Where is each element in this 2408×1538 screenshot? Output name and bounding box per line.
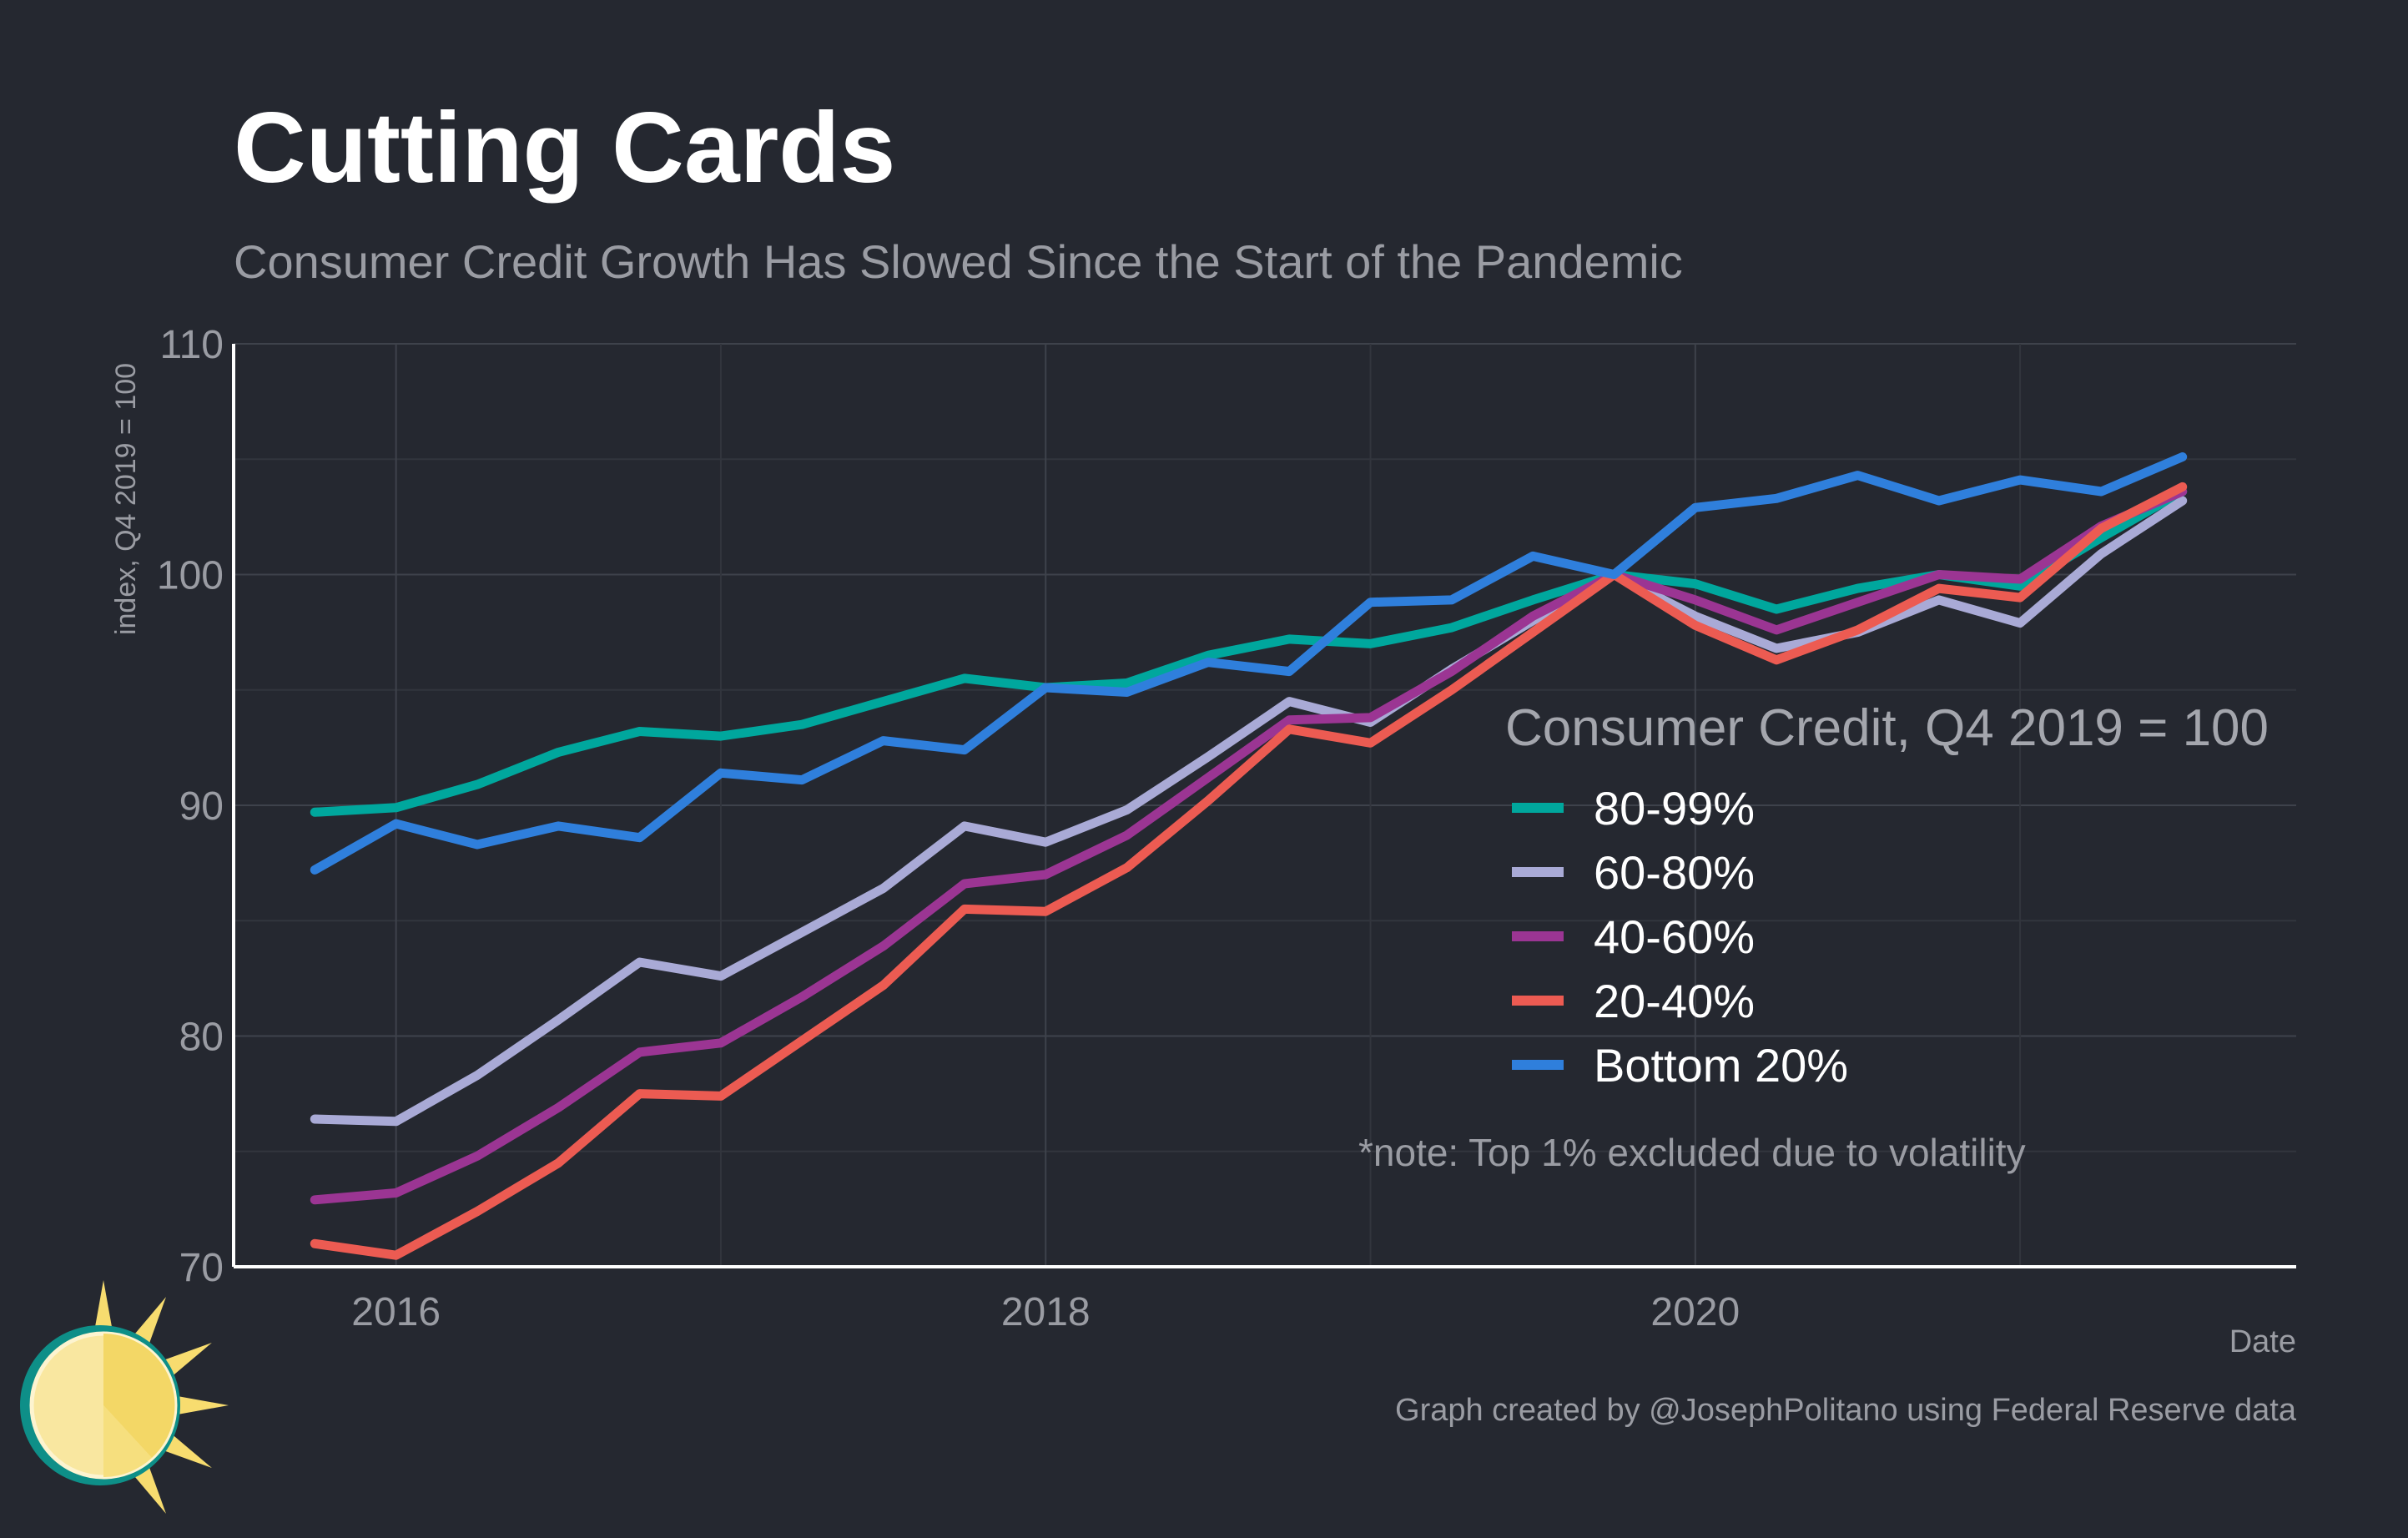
series-line-bottom-20-	[310, 452, 2188, 875]
y-tick-label: 70	[179, 1246, 224, 1290]
legend-item: 20-40%	[1512, 975, 1755, 1027]
legend-label: 40-60%	[1594, 910, 1755, 963]
sun-ray	[169, 1394, 229, 1416]
x-tick-label: 2018	[1001, 1290, 1091, 1334]
y-tick-label: 110	[159, 323, 224, 367]
y-tick-label: 100	[157, 554, 224, 598]
y-tick-label: 90	[179, 784, 224, 829]
source-credit: Graph created by @JosephPolitano using F…	[1395, 1393, 2297, 1428]
y-tick-label: 80	[179, 1016, 224, 1060]
series-layer	[310, 452, 2188, 1260]
legend-item: Bottom 20%	[1512, 1039, 1848, 1092]
axes	[232, 344, 2296, 1268]
legend: Consumer Credit, Q4 2019 = 100 80-99% 60-…	[1505, 699, 2269, 1092]
legend-label: Bottom 20%	[1594, 1039, 1848, 1092]
legend-label: 20-40%	[1594, 975, 1755, 1027]
chart-title: Cutting Cards	[234, 92, 895, 204]
volatility-note: *note: Top 1% excluded due to volatility	[1358, 1131, 2026, 1174]
x-tick-label: 2016	[351, 1290, 441, 1334]
legend-item: 60-80%	[1512, 846, 1755, 899]
y-axis-label: index, Q4 2019 = 100	[110, 363, 142, 635]
sun-logo-icon	[20, 1280, 229, 1514]
chart-subtitle: Consumer Credit Growth Has Slowed Since …	[234, 235, 1683, 288]
series-line-60-80-	[310, 496, 2188, 1127]
series-line-20-40-	[310, 482, 2188, 1260]
x-axis-label: Date	[2229, 1324, 2296, 1359]
grid	[234, 343, 2296, 1268]
legend-label: 80-99%	[1594, 782, 1755, 835]
tick-labels: 70 80 90 100 110 2016 2018 2020	[157, 323, 1740, 1334]
x-tick-label: 2020	[1650, 1290, 1740, 1334]
series-line-40-60-	[310, 487, 2188, 1205]
sun-ray	[93, 1280, 114, 1339]
legend-label: 60-80%	[1594, 846, 1755, 899]
legend-item: 80-99%	[1512, 782, 1755, 835]
legend-title: Consumer Credit, Q4 2019 = 100	[1505, 699, 2269, 757]
legend-item: 40-60%	[1512, 910, 1755, 963]
series-line-80-99-	[310, 487, 2188, 817]
